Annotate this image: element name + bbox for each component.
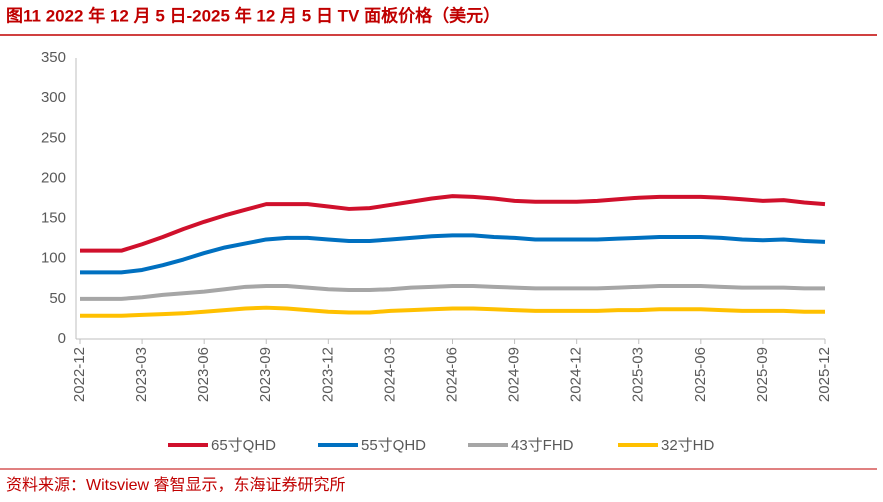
x-tick-label: 2024-06 — [443, 347, 460, 402]
y-tick-label: 300 — [41, 89, 66, 106]
series-line — [80, 233, 826, 275]
legend-label: 43寸FHD — [511, 437, 574, 454]
y-tick-label: 250 — [41, 129, 66, 146]
y-tick-label: 0 — [58, 330, 66, 347]
x-tick-label: 2023-12 — [319, 347, 336, 402]
x-tick-label: 2024-09 — [506, 347, 523, 402]
x-tick-label: 2023-06 — [195, 347, 212, 402]
series-line — [80, 284, 825, 301]
y-tick-label: 200 — [41, 169, 66, 186]
x-tick-label: 2025-06 — [692, 347, 709, 402]
x-tick-label: 2024-03 — [381, 347, 398, 402]
legend-label: 65寸QHD — [211, 437, 276, 454]
series-line — [80, 194, 826, 253]
x-tick-label: 2025-12 — [816, 347, 833, 402]
y-tick-label: 150 — [41, 210, 66, 227]
y-tick-label: 100 — [41, 250, 66, 267]
legend-label: 32寸HD — [661, 437, 715, 454]
source: 资料来源：Witsview 睿智显示，东海证券研究所 — [6, 476, 346, 494]
series-line — [80, 305, 825, 318]
x-tick-label: 2023-03 — [133, 347, 150, 402]
x-tick-label: 2023-09 — [257, 347, 274, 402]
chart-title: 图11 2022 年 12 月 5 日-2025 年 12 月 5 日 TV 面… — [6, 5, 500, 25]
y-tick-label: 350 — [41, 49, 66, 66]
y-tick-label: 50 — [49, 290, 66, 307]
x-tick-label: 2022-12 — [71, 347, 88, 402]
x-tick-label: 2025-09 — [754, 347, 771, 402]
legend-label: 55寸QHD — [361, 437, 426, 454]
x-tick-label: 2025-03 — [630, 347, 647, 402]
x-tick-label: 2024-12 — [568, 347, 585, 402]
